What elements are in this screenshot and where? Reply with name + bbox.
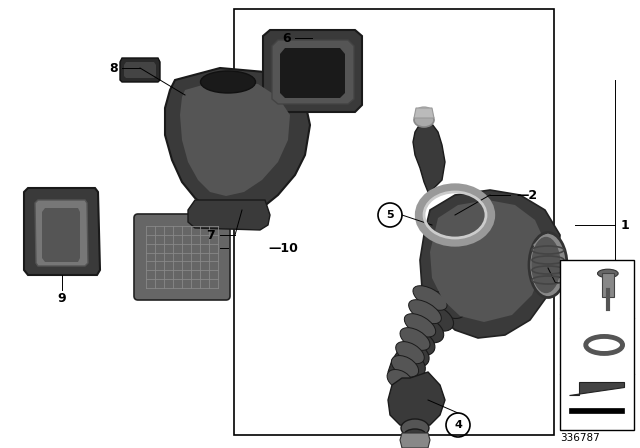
- Ellipse shape: [387, 370, 413, 391]
- FancyBboxPatch shape: [134, 214, 230, 300]
- Ellipse shape: [404, 429, 426, 441]
- Ellipse shape: [532, 237, 560, 293]
- Ellipse shape: [431, 292, 465, 319]
- Ellipse shape: [416, 107, 432, 117]
- Polygon shape: [24, 188, 100, 275]
- Text: 4: 4: [565, 329, 573, 339]
- Ellipse shape: [529, 233, 567, 297]
- Polygon shape: [430, 200, 545, 322]
- Polygon shape: [414, 108, 434, 118]
- Text: 1: 1: [621, 219, 629, 232]
- Text: 8: 8: [109, 61, 118, 74]
- Bar: [602, 273, 614, 297]
- Text: —10: —10: [268, 241, 298, 254]
- Text: 7: 7: [206, 228, 215, 241]
- Polygon shape: [188, 200, 270, 230]
- Ellipse shape: [408, 300, 442, 323]
- Ellipse shape: [413, 286, 447, 310]
- Polygon shape: [569, 383, 624, 395]
- Text: 4: 4: [454, 420, 462, 430]
- Text: 5: 5: [565, 272, 573, 282]
- Ellipse shape: [414, 113, 434, 127]
- Polygon shape: [272, 40, 354, 104]
- Polygon shape: [280, 48, 345, 98]
- Polygon shape: [165, 68, 310, 215]
- Polygon shape: [124, 62, 156, 78]
- Ellipse shape: [401, 419, 429, 437]
- Text: —2: —2: [516, 189, 537, 202]
- Ellipse shape: [400, 327, 430, 350]
- Bar: [234, 9, 554, 435]
- Ellipse shape: [399, 354, 426, 378]
- Polygon shape: [400, 433, 430, 448]
- Bar: [560, 260, 634, 430]
- Text: 9: 9: [58, 292, 67, 305]
- Text: 5: 5: [386, 210, 394, 220]
- Polygon shape: [42, 208, 80, 262]
- Polygon shape: [35, 200, 88, 266]
- Ellipse shape: [420, 305, 454, 331]
- Ellipse shape: [200, 71, 255, 93]
- Polygon shape: [388, 290, 465, 382]
- Text: 336787: 336787: [560, 433, 600, 443]
- Polygon shape: [388, 372, 445, 428]
- Polygon shape: [180, 80, 290, 196]
- Ellipse shape: [401, 343, 429, 367]
- Polygon shape: [420, 190, 560, 338]
- Ellipse shape: [405, 331, 435, 355]
- Ellipse shape: [396, 342, 424, 364]
- Ellipse shape: [392, 356, 419, 377]
- Polygon shape: [413, 122, 445, 192]
- Text: —3: —3: [570, 276, 591, 289]
- Ellipse shape: [404, 314, 436, 337]
- Text: 6: 6: [282, 31, 291, 44]
- Ellipse shape: [598, 269, 618, 278]
- Polygon shape: [120, 58, 160, 82]
- Bar: [569, 408, 624, 413]
- Ellipse shape: [412, 317, 444, 343]
- Polygon shape: [263, 30, 362, 112]
